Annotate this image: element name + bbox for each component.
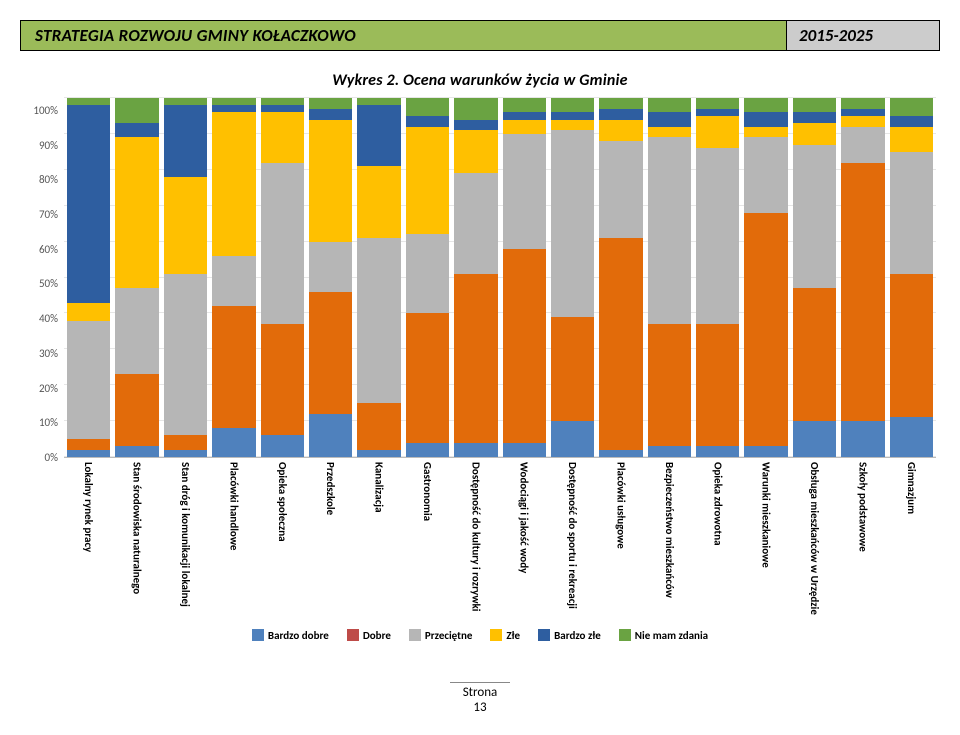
x-label: Opieka zdrowotna <box>696 462 739 615</box>
bar-column <box>309 98 352 457</box>
x-label: Lokalny rynek pracy <box>67 462 110 615</box>
footer-page: 13 <box>20 700 940 715</box>
chart-legend: Bardzo dobre Dobre Przeciętne Złe Bardzo złe… <box>24 629 936 642</box>
x-label: Gastronomia <box>406 462 449 615</box>
legend-item: Złe <box>490 629 520 642</box>
bar-column <box>841 98 884 457</box>
x-label: Placówki usługowe <box>599 462 642 615</box>
bar-column <box>261 98 304 457</box>
header-title: STRATEGIA ROZWOJU GMINY KOŁACZKOWO <box>20 20 787 51</box>
y-tick: 50% <box>24 277 58 290</box>
bar-column <box>454 98 497 457</box>
y-tick: 70% <box>24 208 58 221</box>
x-label: Kanalizacja <box>357 462 400 615</box>
y-tick: 30% <box>24 347 58 360</box>
bars-grid <box>64 98 936 458</box>
legend-label: Bardzo dobre <box>268 629 329 642</box>
legend-label: Dobre <box>363 629 391 642</box>
y-tick: 20% <box>24 382 58 395</box>
legend-label: Nie mam zdania <box>635 629 708 642</box>
header-years: 2015-2025 <box>787 20 940 51</box>
bar-column <box>503 98 546 457</box>
x-label: Warunki mieszkaniowe <box>744 462 787 615</box>
x-label: Przedszkole <box>309 462 352 615</box>
y-tick: 60% <box>24 243 58 256</box>
x-label: Opieka społeczna <box>261 462 304 615</box>
legend-swatch <box>347 629 359 641</box>
y-axis: 100%90%80%70%60%50%40%30%20%10%0% <box>24 98 64 458</box>
bar-column <box>212 98 255 457</box>
legend-swatch <box>409 629 421 641</box>
bar-column <box>696 98 739 457</box>
x-label: Gimnazjum <box>890 462 933 615</box>
document-header: STRATEGIA ROZWOJU GMINY KOŁACZKOWO 2015-… <box>20 20 940 51</box>
y-tick: 10% <box>24 416 58 429</box>
legend-item: Nie mam zdania <box>619 629 708 642</box>
bar-column <box>599 98 642 457</box>
legend-item: Przeciętne <box>409 629 473 642</box>
bar-column <box>115 98 158 457</box>
bar-column <box>406 98 449 457</box>
x-label: Placówki handlowe <box>212 462 255 615</box>
x-label: Stan środowiska naturalnego <box>115 462 158 615</box>
x-label: Obsługa mieszkańców w Urzędzie <box>793 462 836 615</box>
bar-column <box>793 98 836 457</box>
legend-item: Bardzo dobre <box>252 629 329 642</box>
legend-swatch <box>619 629 631 641</box>
legend-item: Bardzo złe <box>538 629 601 642</box>
legend-label: Złe <box>506 629 520 642</box>
page-footer: Strona 13 <box>20 682 940 715</box>
legend-item: Dobre <box>347 629 391 642</box>
bar-column <box>648 98 691 457</box>
y-tick: 80% <box>24 173 58 186</box>
y-tick: 100% <box>24 104 58 117</box>
x-label: Dostępność do kultury i rozrywki <box>454 462 497 615</box>
x-label: Stan dróg i komunikacji lokalnej <box>164 462 207 615</box>
plot-area: 100%90%80%70%60%50%40%30%20%10%0% <box>24 98 936 458</box>
legend-swatch <box>538 629 550 641</box>
legend-swatch <box>490 629 502 641</box>
chart-container: Wykres 2. Ocena warunków życia w Gminie … <box>20 71 940 642</box>
bar-column <box>357 98 400 457</box>
bar-column <box>164 98 207 457</box>
bar-column <box>744 98 787 457</box>
bar-column <box>67 98 110 457</box>
bar-column <box>890 98 933 457</box>
x-label: Szkoły podstawowe <box>841 462 884 615</box>
x-axis-labels: Lokalny rynek pracyStan środowiska natur… <box>64 462 936 615</box>
legend-label: Przeciętne <box>425 629 473 642</box>
x-label: Bezpieczeństwo mieszkańców <box>648 462 691 615</box>
legend-label: Bardzo złe <box>554 629 601 642</box>
legend-swatch <box>252 629 264 641</box>
y-tick: 0% <box>24 451 58 464</box>
x-label: Wodociągi i jakość wody <box>503 462 546 615</box>
bar-column <box>551 98 594 457</box>
x-label: Dostępność do sportu i rekreacji <box>551 462 594 615</box>
y-tick: 90% <box>24 139 58 152</box>
chart-title: Wykres 2. Ocena warunków życia w Gminie <box>24 71 936 90</box>
y-tick: 40% <box>24 312 58 325</box>
footer-label: Strona <box>20 685 940 700</box>
